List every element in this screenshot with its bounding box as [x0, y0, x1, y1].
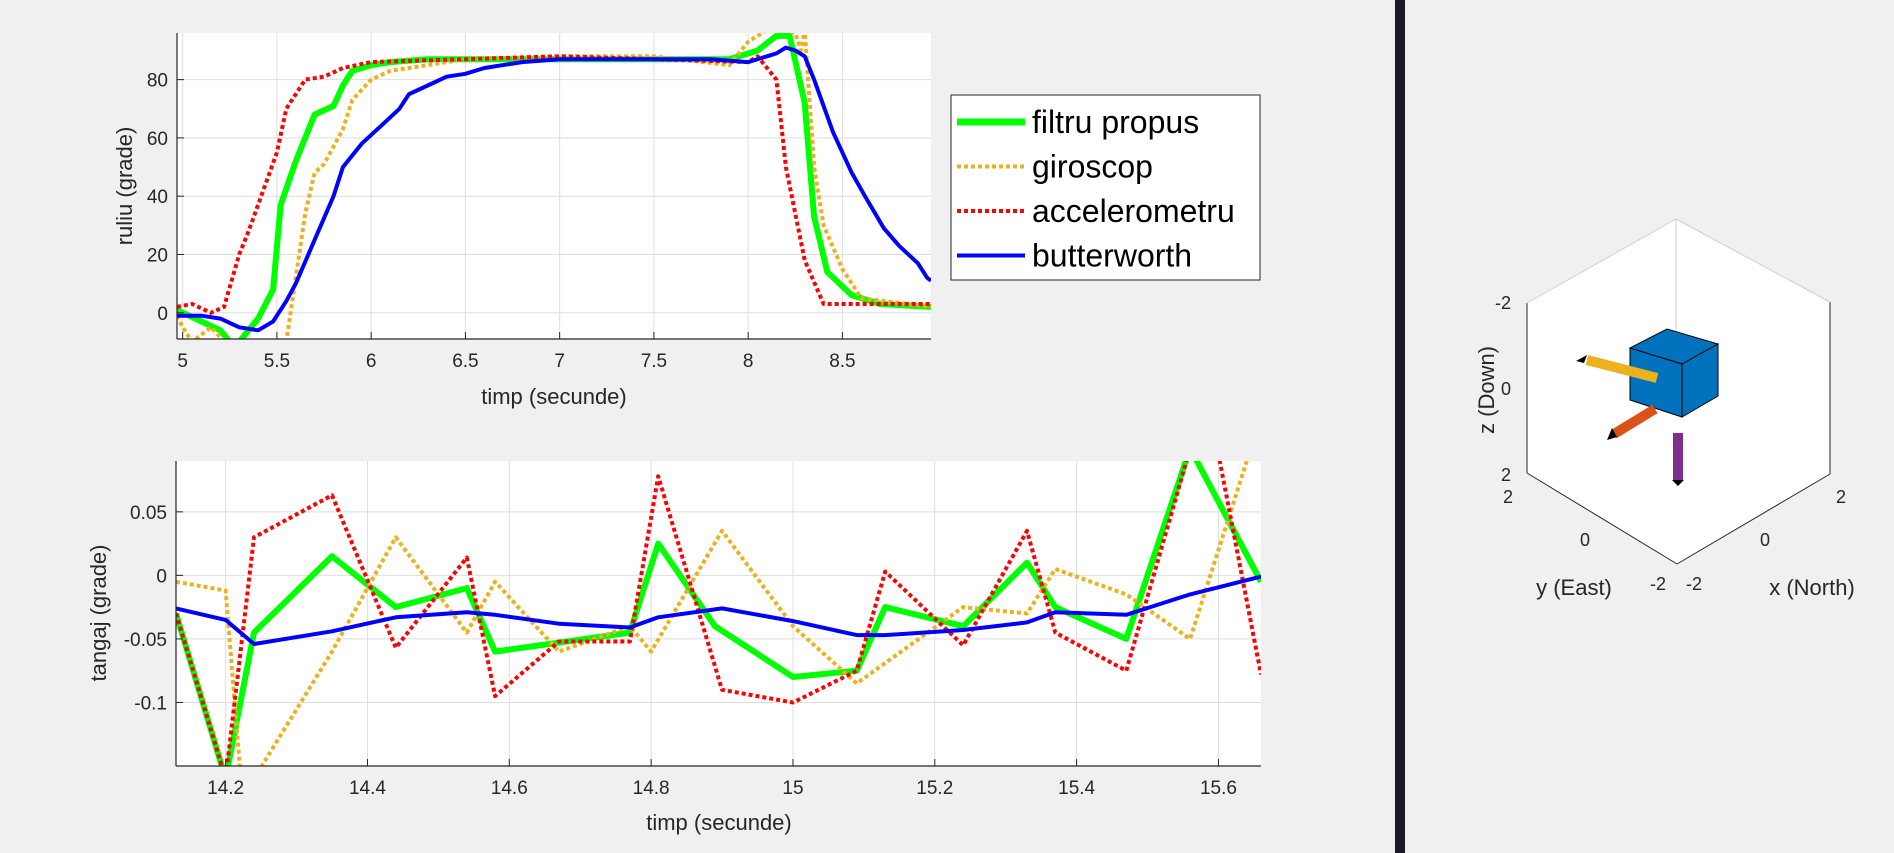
roll-grid — [177, 33, 931, 339]
x-tick-label: 6 — [366, 351, 377, 372]
x-tick-label: 5 — [177, 351, 188, 372]
x-axis-label-3d: x (North) — [1769, 575, 1855, 600]
x-tick-label: 7 — [554, 351, 565, 372]
x-tick-label: 14.4 — [349, 778, 386, 799]
z-tick-label: 0 — [1501, 379, 1511, 399]
legend-box — [950, 94, 1261, 281]
roll-axes: 5 5.5 6 6.5 7 7.5 8 8.5 0 20 40 60 80 — [147, 33, 931, 372]
series-line-accelerometru — [177, 54, 931, 315]
y-tick-label: 20 — [147, 245, 168, 266]
z-axis-arrowhead — [1672, 480, 1684, 486]
box3d-edge — [1526, 472, 1678, 565]
y-tick-label: 0.05 — [130, 503, 167, 524]
pitch-axes: 14.2 14.4 14.6 14.8 15 15.2 15.4 15.6 0.05 0 -0.05… — [124, 461, 1261, 799]
x-tick-label: 8.5 — [829, 351, 855, 372]
y-tick-label: 40 — [147, 187, 168, 208]
y-tick-label-3d: -2 — [1650, 574, 1666, 594]
y-tick-label: -0.1 — [134, 693, 167, 714]
series-line-filtru-propus — [176, 461, 1261, 766]
box3d-edge — [1676, 473, 1831, 565]
x-axis-arrowhead — [1607, 428, 1617, 440]
x-tick-label: 15.4 — [1058, 778, 1095, 799]
x-tick-label: 8 — [743, 351, 754, 372]
x-tick-label: 15.2 — [916, 778, 953, 799]
series-line-giroscop — [176, 461, 1252, 766]
right-wall — [1676, 219, 1830, 474]
x-tick-label: 5.5 — [264, 351, 290, 372]
panel-divider — [1395, 0, 1405, 853]
x-tick-label: 14.6 — [491, 778, 528, 799]
x-tick-label: 15.6 — [1200, 778, 1237, 799]
series-line-butterworth — [177, 45, 931, 333]
y-tick-label: -0.05 — [124, 630, 167, 651]
y-tick-label: 0 — [157, 304, 168, 325]
z-tick-label: 2 — [1501, 465, 1511, 485]
series-line-giroscop — [177, 33, 931, 339]
box3d-back-edge — [1675, 218, 1831, 303]
z-tick-label: -2 — [1495, 293, 1511, 313]
x-tick-label-3d: 0 — [1760, 530, 1770, 550]
roll-chart: 5 5.5 6 6.5 7 7.5 8 8.5 0 20 40 60 80 timp (secunde)… — [112, 33, 931, 409]
x-tick-label: 14.2 — [207, 778, 244, 799]
x-tick-label: 6.5 — [452, 351, 478, 372]
legend-label: accelerometru — [1032, 193, 1235, 229]
x-axis-rod — [1611, 404, 1658, 439]
roll-x-axis-label: timp (secunde) — [481, 384, 627, 409]
y-tick-label-3d: 2 — [1503, 487, 1513, 507]
series-line-accelerometru — [176, 461, 1261, 766]
roll-y-axis-label: ruliu (grade) — [112, 127, 137, 246]
y-tick-label: 0 — [156, 566, 167, 587]
y-tick-label-3d: 0 — [1580, 530, 1590, 550]
x-tick-label-3d: 2 — [1836, 487, 1846, 507]
series-line-butterworth — [176, 574, 1261, 646]
legend-label: butterworth — [1032, 238, 1192, 274]
pitch-x-axis-label: timp (secunde) — [646, 810, 792, 835]
x-tick-label: 7.5 — [641, 351, 667, 372]
y-axis-rod — [1585, 355, 1659, 383]
legend: filtru propus giroscop accelerometru butter… — [950, 94, 1261, 281]
roll-series-lines — [177, 33, 931, 339]
x-tick-label: 15 — [782, 778, 803, 799]
y-tick-label: 80 — [147, 71, 168, 92]
box3d-back-edge — [1526, 218, 1677, 304]
pitch-y-axis-label: tangaj (grade) — [86, 545, 111, 682]
legend-label: giroscop — [1032, 149, 1153, 185]
y-axis-arrowhead — [1576, 355, 1587, 363]
x-tick-label-3d: -2 — [1686, 574, 1702, 594]
z-axis-label: z (Down) — [1474, 346, 1499, 434]
pitch-series-lines — [176, 461, 1261, 766]
y-axis-label-3d: y (East) — [1536, 575, 1612, 600]
pitch-chart: 14.2 14.4 14.6 14.8 15 15.2 15.4 15.6 0.05 0 -0.05… — [86, 461, 1261, 835]
cube-side-face — [1681, 343, 1719, 418]
x-tick-label: 14.8 — [633, 778, 670, 799]
pitch-grid — [176, 461, 1261, 766]
legend-label: filtru propus — [1032, 104, 1199, 140]
y-tick-label: 60 — [147, 129, 168, 150]
